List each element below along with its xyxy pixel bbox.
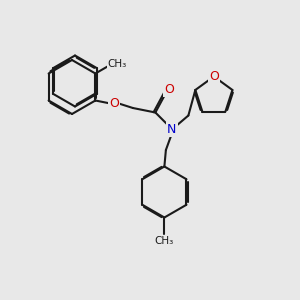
Text: O: O (164, 83, 174, 96)
Text: CH₃: CH₃ (107, 59, 127, 69)
Text: O: O (209, 70, 219, 83)
Text: N: N (167, 122, 177, 136)
Text: O: O (109, 97, 119, 110)
Text: CH₃: CH₃ (155, 236, 174, 246)
